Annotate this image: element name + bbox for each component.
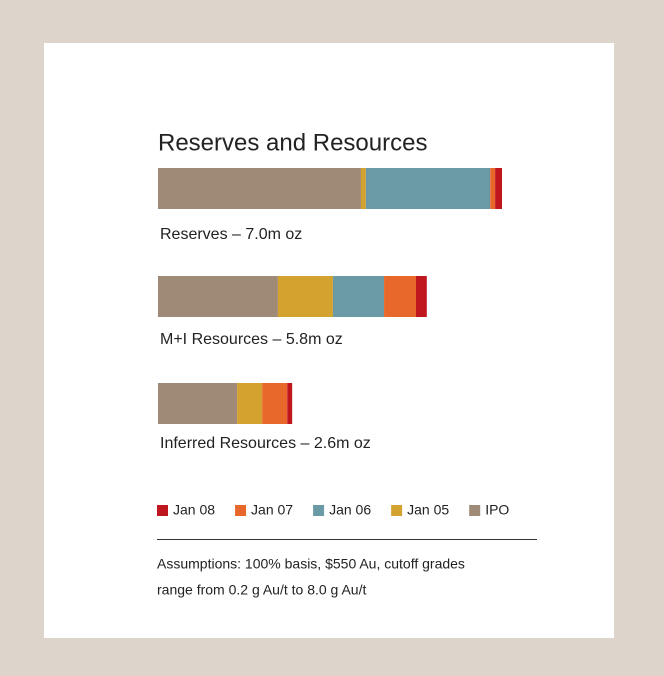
category-label: M+I Resources – 5.8m oz — [160, 331, 343, 348]
bar-segment — [495, 168, 502, 209]
bar-segment — [158, 168, 361, 209]
legend-swatch — [313, 505, 325, 516]
legend-label: Jan 07 — [251, 502, 293, 518]
legend-swatch — [469, 505, 481, 516]
bar-segment — [287, 383, 293, 424]
legend-label: Jan 06 — [329, 502, 371, 518]
panel — [44, 43, 614, 638]
bar-segment — [158, 383, 238, 424]
bar-segment — [262, 383, 288, 424]
bar-segment — [384, 276, 416, 317]
bar-segment — [365, 168, 491, 209]
chart-title: Reserves and Resources — [158, 129, 427, 156]
bar-segment — [360, 168, 366, 209]
bar-segment — [158, 276, 278, 317]
category-label: Inferred Resources – 2.6m oz — [160, 435, 371, 452]
legend-swatch — [157, 505, 168, 516]
bar-segment — [237, 383, 263, 424]
footnote: Assumptions: 100% basis, $550 Au, cutoff… — [157, 556, 465, 572]
bar-segment — [277, 276, 333, 317]
category-label: Reserves – 7.0m oz — [160, 226, 302, 243]
legend-swatch — [235, 505, 247, 516]
legend-label: IPO — [485, 502, 509, 518]
bar-segment — [332, 276, 385, 317]
bar-segment — [490, 168, 496, 209]
bar-segment — [416, 276, 427, 317]
legend-label: Jan 05 — [407, 502, 449, 518]
legend-label: Jan 08 — [173, 502, 215, 518]
legend-swatch — [391, 505, 403, 516]
footnote: range from 0.2 g Au/t to 8.0 g Au/t — [157, 582, 366, 598]
